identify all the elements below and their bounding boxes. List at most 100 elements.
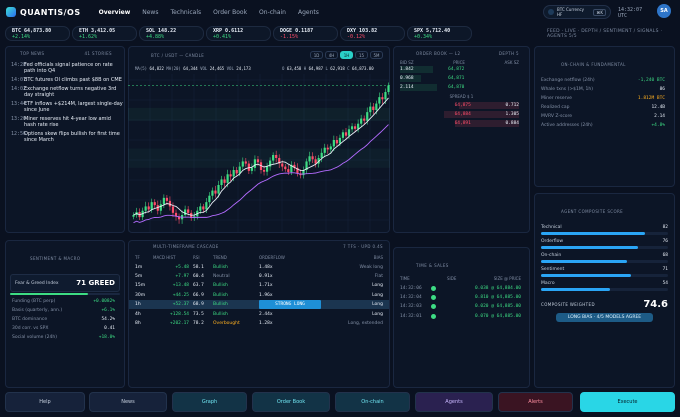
news-item[interactable]: 14:07 BTC futures OI climbs past $8B on C… — [11, 77, 124, 83]
news-button[interactable]: News — [89, 392, 167, 412]
agents-button[interactable]: Agents — [415, 392, 493, 412]
verdict-badge[interactable]: LONG BIAS · 4/5 MODELS AGREE — [556, 313, 653, 322]
candle — [341, 132, 345, 138]
mtf-rsi: 66.9 — [193, 292, 204, 298]
bid-row[interactable]: 1.842 64,872 — [394, 65, 529, 74]
timeframe-5m[interactable]: 5M — [370, 51, 383, 59]
ticker-price: 103.82 — [359, 28, 378, 34]
on-chain-button[interactable]: On-chain — [335, 392, 410, 412]
sales-col: SIDE — [447, 276, 457, 282]
candle — [384, 92, 387, 100]
candle — [256, 159, 260, 163]
mtf-row[interactable]: 4h +128.54 73.5 Bullish 2.44x Long — [129, 309, 389, 318]
mtf-row[interactable]: 30m +44.25 66.9 Bullish 1.96x Long — [129, 291, 389, 300]
news-time: 14:07 — [11, 77, 27, 83]
sales-panel: TIME & SALES TIME SIDE SIZE @ PRICE 14:32:0… — [393, 247, 530, 388]
ticker-eth[interactable]: ETH 3,412.05 +1.62% — [72, 26, 137, 41]
ask-row[interactable]: 64,891 0.884 — [394, 119, 529, 128]
timeframe-15[interactable]: 15 — [355, 51, 368, 59]
bid-row[interactable]: 2.114 64,870 — [394, 83, 529, 92]
bid-row[interactable]: 0.968 64,871 — [394, 74, 529, 83]
help-button[interactable]: Help — [5, 392, 85, 412]
mtf-tf: 5m — [135, 273, 143, 279]
metric-row: Whale txns (>$1M, 1h) 86 — [535, 85, 674, 94]
metric-row: 30d corr. vs SPX 0.41 — [6, 324, 124, 333]
readout-item: C — [347, 66, 350, 71]
candle — [357, 123, 360, 129]
news-time: 13:44 — [11, 101, 27, 107]
news-headline: Fed officials signal patience on rate pa… — [24, 62, 113, 74]
app-logo[interactable]: QUANTIS/OS — [6, 7, 81, 17]
ticker-btc[interactable]: BTC 64,873.80 +2.14% — [5, 26, 70, 41]
alerts-button[interactable]: Alerts — [498, 392, 573, 412]
mtf-header: TF MACD HIST RSI TREND ORDERFLOW BIAS — [129, 253, 389, 262]
mtf-table: TF MACD HIST RSI TREND ORDERFLOW BIAS 1m +5.48 5… — [129, 253, 389, 328]
news-headline: BTC futures OI climbs past $8B on CME — [24, 77, 122, 83]
timeframe-4h[interactable]: 4H — [325, 51, 338, 59]
nav-tab-news[interactable]: News — [142, 8, 159, 16]
nav-tab-technicals[interactable]: Technicals — [170, 8, 202, 16]
sentiment-title: SENTIMENT & MACRO — [30, 256, 81, 261]
ticker-change: +1.62% — [79, 34, 98, 40]
news-item[interactable]: 13:44 ETF inflows +$214M, largest single-… — [11, 101, 124, 113]
candle — [338, 137, 342, 144]
candle — [369, 106, 372, 113]
ticker-change: +0.41% — [213, 34, 232, 40]
ask-row[interactable]: 64,884 1.305 — [394, 110, 529, 119]
currency-widget[interactable]: BTC Currency HF ⌘K — [543, 5, 611, 19]
timeframe-1d[interactable]: 1D — [310, 51, 323, 59]
mtf-rsi: 58.1 — [193, 264, 204, 270]
ticker-price: 5,712.40 — [426, 28, 451, 34]
nav-tab-agents[interactable]: Agents — [298, 8, 319, 16]
user-avatar[interactable]: SA — [657, 4, 671, 18]
candle — [259, 162, 263, 170]
app-name: QUANTIS/OS — [20, 7, 81, 17]
order-book-button[interactable]: Order Book — [252, 392, 330, 412]
mtf-row[interactable]: 15m +13.48 63.7 Bullish 1.71x Long — [129, 281, 389, 290]
candle — [272, 155, 275, 161]
execute-button[interactable]: Execute — [580, 392, 675, 412]
metric-row: Basis (quarterly, ann.) +6.1% — [6, 306, 124, 315]
composite-row: COMPOSITE WEIGHTED 74.6 — [535, 295, 674, 310]
ticker-xrp[interactable]: XRP 0.6112 +0.41% — [206, 26, 271, 41]
mtf-row[interactable]: 1m +5.48 58.1 Bullish 1.48x Weak long — [129, 262, 389, 271]
nav-tab-on-chain[interactable]: On-chain — [259, 8, 286, 16]
ticker-doge[interactable]: DOGE 0.1187 -1.15% — [273, 26, 338, 41]
candle — [238, 166, 241, 174]
ticker-spx[interactable]: SPX 5,712.40 +0.34% — [407, 26, 472, 41]
clock-time: 14:32:07 — [618, 7, 643, 13]
score-label: Sentiment — [541, 267, 565, 272]
mtf-macd: +52.37 — [172, 302, 189, 308]
readout-item: MA(20) — [166, 66, 181, 71]
score-technical: Technical 82 — [535, 225, 674, 235]
news-headline: Options skew flips bullish for first tim… — [24, 131, 120, 143]
news-item[interactable]: 12:56 Options skew flips bullish for firs… — [11, 131, 124, 143]
graph-button[interactable]: Graph — [172, 392, 247, 412]
ask-row[interactable]: 64,875 0.712 — [394, 101, 529, 110]
metric-value: +6.1% — [101, 308, 115, 313]
metric-label: Whale txns (>$1M, 1h) — [541, 87, 594, 92]
mtf-row[interactable]: 5m +7.97 60.4 Neutral 0.91x Flat — [129, 272, 389, 281]
fear-greed-value: 71 GREED — [76, 279, 115, 287]
candlestick-chart[interactable] — [128, 74, 390, 232]
ticker-strip: BTC 64,873.80 +2.14% ETH 3,412.05 +1.62% SOL… — [5, 26, 472, 41]
mtf-row[interactable]: 8h +202.17 78.2 Overbought 1.28x Long, extend… — [129, 319, 389, 328]
news-item[interactable]: 14:28 Fed officials signal patience on ra… — [11, 62, 124, 74]
ticker-symbol: DOGE — [280, 28, 293, 34]
news-item[interactable]: 13:20 Miner reserves hit 4-year low amid … — [11, 116, 124, 128]
candle — [293, 164, 296, 168]
nav-tab-order-book[interactable]: Order Book — [213, 8, 248, 16]
candle — [174, 212, 178, 217]
news-item[interactable]: 14:02 Exchange netflow turns negative 3rd… — [11, 86, 124, 98]
ticker-dxy[interactable]: DXY 103.82 -0.12% — [340, 26, 405, 41]
orderbook-columns: BID SZ PRICE ASK SZ — [394, 56, 529, 65]
mtf-col: RSI — [193, 255, 200, 261]
mtf-row[interactable]: 1h +52.37 68.9 Bullish STRONG LONG Long — [129, 299, 389, 310]
mtf-tf: 4h — [135, 311, 141, 317]
candle — [387, 85, 390, 92]
timeframe-1h[interactable]: 1H — [340, 51, 353, 59]
ticker-sol[interactable]: SOL 148.22 +4.88% — [139, 26, 204, 41]
bid-price: 64,872 — [448, 67, 465, 72]
nav-tab-overview[interactable]: Overview — [98, 8, 131, 16]
